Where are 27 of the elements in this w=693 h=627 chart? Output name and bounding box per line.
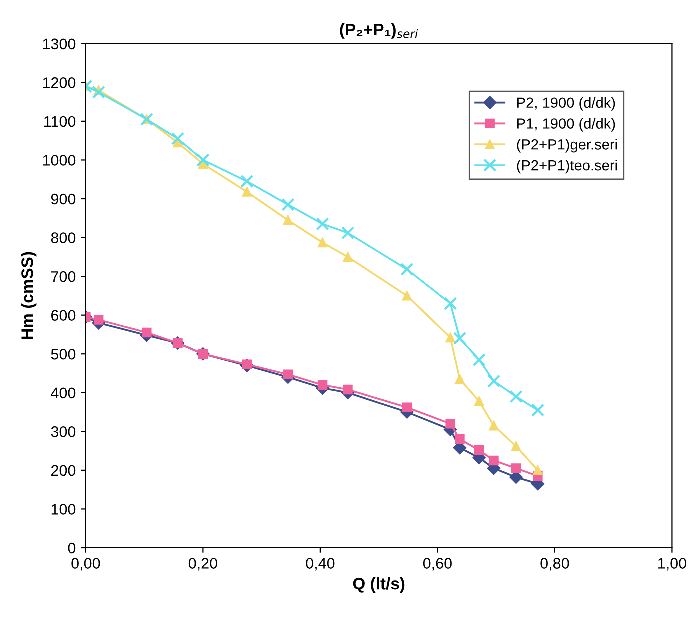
x-tick-label: 1,00 [658,558,686,571]
y-tick-label: 400 [51,388,76,399]
x-tick-label: 0,60 [423,558,452,571]
y-tick-label: 100 [52,504,76,515]
y-axis-title: Hm (cmSS) [21,252,37,340]
y-tick-label: 1100 [44,116,76,128]
y-tick-label: 600 [52,310,76,322]
chart-title: (P₂+P₁)$_{seri}$ [340,23,418,39]
y-tick-label: 0 [68,542,76,554]
y-tick-label: 800 [51,232,76,244]
legend-label: (P2+P1)ger.seri [517,139,618,153]
legend-label: (P2+P1)teo.seri [517,160,618,174]
x-tick-label: 0,80 [540,558,570,571]
y-tick-label: 900 [51,194,76,205]
y-tick-label: 1200 [43,78,76,88]
legend-label: P1, 1900 (d/dk) [518,118,616,132]
x-tick-label: 0,00 [72,558,100,571]
legend-label: P2, 1900 (d/dk) [518,97,616,111]
y-tick-label: 500 [51,348,76,360]
y-tick-label: 200 [51,465,76,476]
x-tick-label: 0,20 [188,558,218,571]
y-tick-label: 1300 [43,38,76,50]
y-tick-label: 300 [51,426,76,438]
y-tick-label: 1000 [43,155,76,166]
x-tick-label: 0,40 [306,558,335,571]
y-tick-label: 700 [52,271,76,282]
x-axis-title: Q (lt/s) [353,578,405,594]
